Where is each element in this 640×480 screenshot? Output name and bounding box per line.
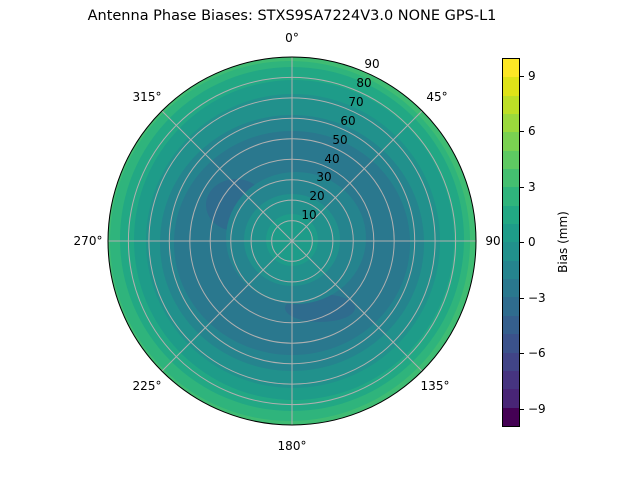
colorbar-tick-6: 6 — [528, 124, 536, 138]
angle-label-0: 0° — [285, 31, 299, 45]
angle-label-45: 45° — [426, 90, 448, 104]
radial-label-90: 90 — [364, 57, 380, 71]
radial-label-60: 60 — [340, 114, 356, 128]
colorbar-tick-3: 3 — [528, 180, 536, 194]
angle-label-270: 270° — [73, 234, 103, 248]
polar-frame — [107, 56, 477, 426]
colorbar-tick-neg9: −9 — [528, 402, 546, 416]
radial-label-80: 80 — [356, 76, 372, 90]
chart-title: Antenna Phase Biases: STXS9SA7224V3.0 NO… — [87, 8, 497, 24]
colorbar — [502, 58, 520, 427]
colorbar-label: Bias (mm) — [556, 211, 570, 273]
radial-label-20: 20 — [309, 189, 325, 203]
angle-label-90: 90 — [485, 234, 501, 248]
polar-grid — [108, 57, 476, 425]
angle-label-315: 315° — [132, 90, 162, 104]
radial-label-10: 10 — [301, 208, 317, 222]
angle-label-225: 225° — [132, 379, 162, 393]
radial-label-50: 50 — [332, 133, 348, 147]
radial-label-70: 70 — [348, 95, 364, 109]
colorbar-tick-0: 0 — [528, 235, 536, 249]
colorbar-tick-neg6: −6 — [528, 346, 546, 360]
radial-label-30: 30 — [316, 170, 332, 184]
colorbar-tick-neg3: −3 — [528, 291, 546, 305]
radial-label-40: 40 — [324, 152, 340, 166]
colorbar-tick-9: 9 — [528, 69, 536, 83]
angle-label-180: 180° — [277, 439, 307, 453]
angle-label-135: 135° — [420, 379, 450, 393]
